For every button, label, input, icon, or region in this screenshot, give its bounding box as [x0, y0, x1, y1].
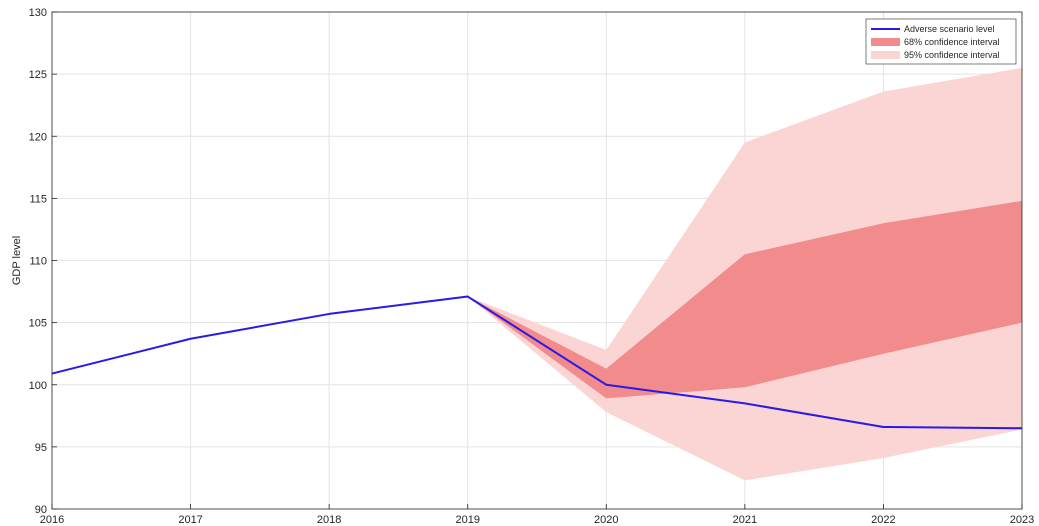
y-tick-label: 90	[35, 504, 47, 516]
line-adverse-scenario	[51, 295, 1023, 430]
y-tick-label: 115	[29, 193, 47, 205]
y-tick-label: 95	[35, 442, 47, 454]
y-tick-label: 120	[29, 131, 47, 143]
legend-swatch-band	[871, 38, 900, 46]
y-tick-label: 125	[29, 69, 47, 81]
y-ticks: 90 95 100 105 110 115 120 125 130	[29, 7, 57, 516]
y-tick-label: 130	[29, 7, 47, 19]
x-tick-label: 2016	[40, 514, 64, 526]
legend: Adverse scenario level 68% confidence int…	[865, 18, 1017, 65]
confidence-bands	[467, 67, 1022, 481]
band-68-confidence	[467, 200, 1022, 399]
x-tick-label: 2022	[871, 514, 895, 526]
x-tick-label: 2019	[455, 514, 479, 526]
x-tick-label: 2017	[178, 514, 202, 526]
legend-label: 68% confidence interval	[904, 37, 1000, 47]
x-tick-label: 2018	[317, 514, 341, 526]
x-ticks: 2016 2017 2018 2019 2020 2021 2022 2023	[40, 504, 1034, 526]
x-tick-label: 2021	[733, 514, 757, 526]
series-lines	[51, 295, 1023, 430]
legend-swatch-band	[871, 51, 900, 59]
legend-label: 95% confidence interval	[904, 50, 1000, 60]
y-axis-label: GDP level	[11, 236, 23, 285]
y-tick-label: 110	[29, 256, 47, 268]
x-tick-label: 2020	[594, 514, 618, 526]
y-tick-label: 100	[29, 380, 47, 392]
y-tick-label: 105	[29, 318, 47, 330]
x-tick-label: 2023	[1010, 514, 1034, 526]
legend-label: Adverse scenario level	[904, 24, 995, 34]
